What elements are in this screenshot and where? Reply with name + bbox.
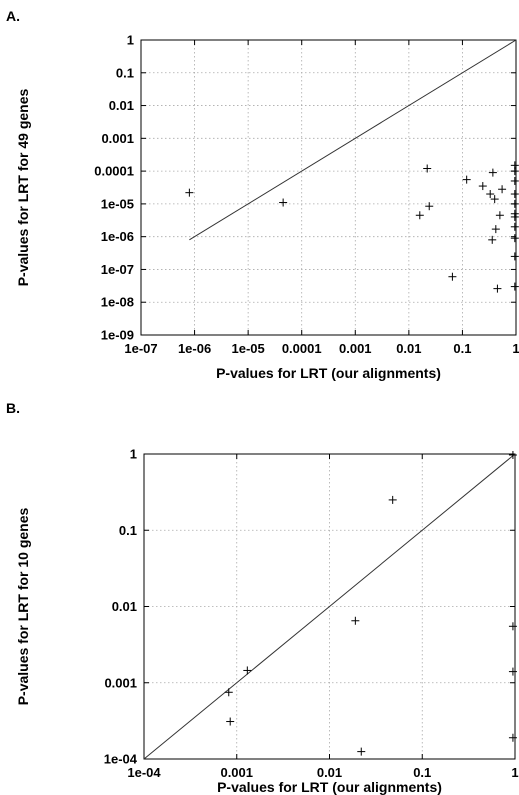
data-point — [488, 168, 497, 177]
data-point — [425, 202, 434, 211]
reference-line — [143, 453, 516, 760]
y-tick-label: 1e-06 — [101, 229, 134, 244]
data-point — [491, 225, 500, 234]
data-point — [510, 167, 519, 176]
x-axis-title: P-values for LRT (our alignments) — [216, 365, 441, 381]
data-point — [490, 195, 499, 204]
x-tick-label: 1e-07 — [124, 341, 157, 356]
y-tick-label: 0.01 — [109, 98, 134, 113]
data-point — [226, 717, 235, 726]
plot-frame — [140, 39, 517, 336]
data-point — [510, 252, 519, 261]
panel-label-b: B. — [6, 400, 20, 416]
data-point — [508, 667, 517, 676]
data-point — [510, 212, 519, 221]
x-axis-title: P-values for LRT (our alignments) — [217, 779, 442, 795]
panel-label-a: A. — [6, 8, 20, 24]
y-tick-label: 0.01 — [112, 599, 137, 614]
x-tick-label: 1e-04 — [127, 765, 161, 780]
data-point — [423, 164, 432, 173]
data-point — [478, 182, 487, 191]
x-tick-label: 1 — [511, 765, 518, 780]
y-tick-label: 0.0001 — [94, 164, 134, 179]
data-point — [185, 188, 194, 197]
y-tick-label: 1 — [127, 33, 134, 48]
data-point — [415, 211, 424, 220]
x-tick-label: 0.1 — [413, 765, 431, 780]
x-tick-label: 0.01 — [317, 765, 342, 780]
y-tick-label: 1e-09 — [101, 328, 134, 343]
y-tick-label: 1e-08 — [101, 295, 134, 310]
x-tick-label: 0.001 — [220, 765, 253, 780]
data-point — [351, 616, 360, 625]
data-point — [510, 234, 519, 243]
x-tick-label: 0.001 — [339, 341, 372, 356]
data-point — [510, 199, 519, 208]
scatter-plot-a: 1e-07 1e-06 1e-05 0.0001 0.001 0.01 0.1 11e-091… — [15, 33, 519, 382]
data-point — [510, 222, 519, 231]
y-tick-label: 0.001 — [101, 131, 134, 146]
y-tick-label: 1 — [130, 447, 137, 462]
data-point — [510, 176, 519, 185]
grid-lines — [140, 39, 517, 336]
data-point — [224, 688, 233, 697]
x-tick-label: 0.1 — [453, 341, 471, 356]
data-point — [462, 175, 471, 184]
data-point — [448, 272, 457, 281]
chart-panel-b: B. 1e-04 0.001 0.01 0.1 1 1e-04 0.001 0.01 0.1 1 P… — [0, 390, 519, 795]
y-tick-label: 1e-04 — [104, 752, 138, 767]
chart-panel-a: A. 1e-07 1e-06 1e-05 0.0001 0.001 0.01 0.1 1 1e-… — [0, 0, 519, 390]
y-tick-label: 0.1 — [119, 523, 137, 538]
data-point — [508, 451, 517, 460]
x-tick-label: 1e-05 — [232, 341, 265, 356]
data-point — [510, 190, 519, 199]
x-tick-label: 0.01 — [396, 341, 421, 356]
data-point — [243, 666, 252, 675]
data-point — [279, 198, 288, 207]
data-point — [357, 747, 366, 756]
data-point — [508, 622, 517, 631]
y-tick-label: 1e-05 — [101, 196, 134, 211]
data-point — [510, 282, 519, 291]
data-point — [495, 211, 504, 220]
y-axis-title: P-values for LRT for 49 genes — [15, 88, 31, 286]
y-axis-title: P-values for LRT for 10 genes — [15, 507, 31, 705]
y-tick-label: 0.1 — [116, 65, 134, 80]
reference-line — [189, 39, 517, 241]
data-point — [488, 235, 497, 244]
data-point — [508, 733, 517, 742]
data-point — [486, 190, 495, 199]
y-tick-label: 0.001 — [104, 675, 137, 690]
scatter-plot-b: 1e-04 0.001 0.01 0.1 1 1e-04 0.001 0.01 0.1 1 P-va… — [15, 447, 519, 795]
data-point — [498, 185, 507, 194]
x-tick-label: 1 — [512, 341, 519, 356]
data-point — [388, 495, 397, 504]
y-tick-label: 1e-07 — [101, 262, 134, 277]
x-tick-label: 0.0001 — [282, 341, 322, 356]
x-tick-label: 1e-06 — [178, 341, 211, 356]
data-point — [493, 284, 502, 293]
